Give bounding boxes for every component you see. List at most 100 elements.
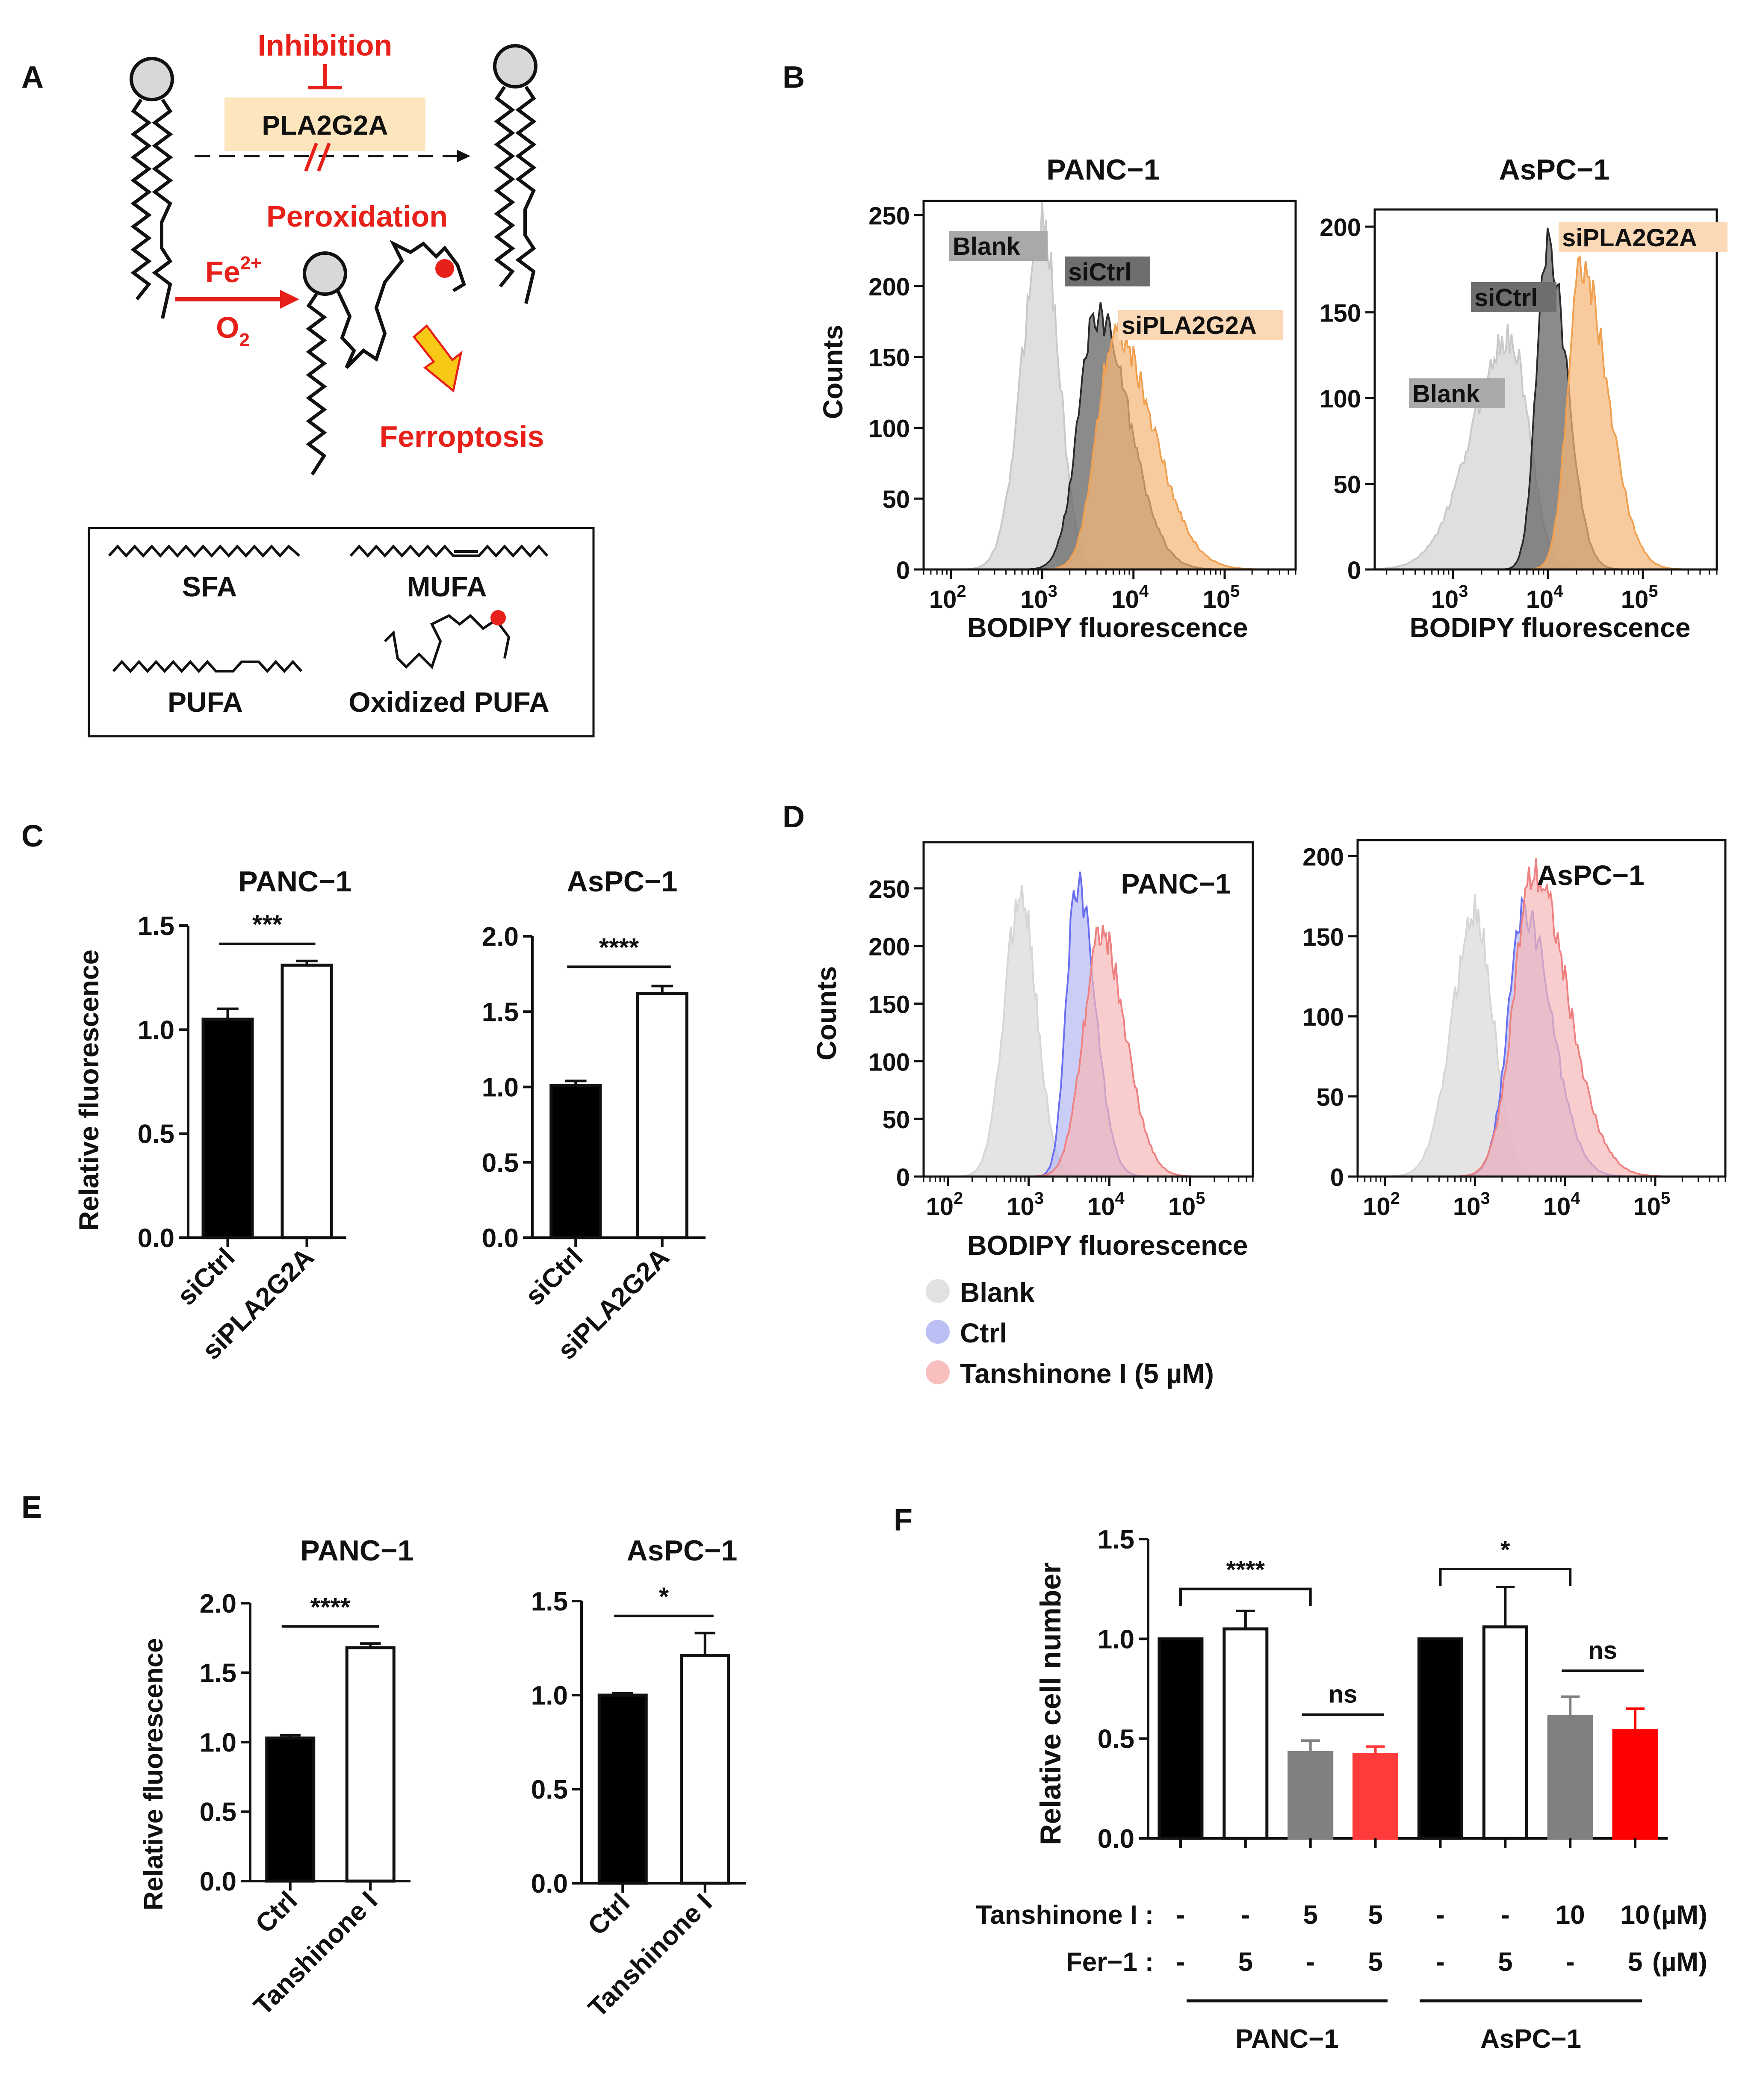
chart-d-xlabel: BODIPY fluorescence bbox=[967, 1230, 1248, 1261]
y-tick-label: 50 bbox=[882, 1106, 910, 1134]
chart-f-row1-label: Tanshinone I bbox=[976, 1900, 1137, 1930]
series-label-bg bbox=[1065, 257, 1150, 286]
row2-value: - bbox=[1176, 1947, 1185, 1977]
y-tick-label: 1.0 bbox=[138, 1015, 174, 1045]
significance-label: **** bbox=[310, 1593, 351, 1621]
row2-value: - bbox=[1566, 1947, 1575, 1977]
chart-c-aspc1-title: AsPC−1 bbox=[567, 865, 678, 898]
ferroptosis-arrow bbox=[412, 324, 463, 393]
plot-frame bbox=[922, 841, 1254, 1178]
x-tick-label: 102 bbox=[929, 582, 966, 613]
peroxidation-label: Peroxidation bbox=[266, 200, 448, 233]
y-tick-label: 0.0 bbox=[200, 1867, 236, 1896]
y-tick-label: 0.0 bbox=[531, 1869, 568, 1899]
series-label-sipla2g2a: siPLA2G2A bbox=[1562, 224, 1697, 252]
y-tick-label: 1.0 bbox=[531, 1681, 568, 1711]
bar-6 bbox=[1547, 1715, 1593, 1840]
y-tick-label: 1.5 bbox=[1098, 1525, 1134, 1554]
significance-label: **** bbox=[1226, 1556, 1265, 1584]
y-tick-label: 150 bbox=[1302, 923, 1344, 951]
x-tick-label: 103 bbox=[1020, 582, 1057, 613]
y-tick-label: 1.0 bbox=[200, 1728, 236, 1758]
significance-label: ns bbox=[1588, 1637, 1617, 1664]
y-tick-label: 200 bbox=[1320, 214, 1361, 242]
chart-e-aspc1-title: AsPC−1 bbox=[627, 1534, 738, 1567]
row1-value: - bbox=[1176, 1900, 1185, 1930]
chart-f-rows: - - 5 5 - - 10 10 - 5 - 5 - 5 - 5 (µM) (µM) bbox=[1176, 1900, 1707, 1977]
y-tick-label: 100 bbox=[868, 415, 910, 442]
y-tick-label: 2.0 bbox=[200, 1589, 236, 1619]
legend-ctrl: Ctrl bbox=[960, 1318, 1007, 1348]
row1-value: 5 bbox=[1303, 1900, 1317, 1930]
chart-d-panc1-plot: 0 50 100 150 200 250 102 103 104 105 bbox=[868, 841, 1254, 1221]
o2-label: O2 bbox=[216, 311, 250, 351]
chart-f-ylabel: Relative cell number bbox=[1034, 1562, 1067, 1845]
chart-b-panc1-plot: 0 50 100 150 200 250 102 103 104 105 Blank siCtrl si… bbox=[868, 200, 1297, 613]
bar-1 bbox=[1223, 1627, 1269, 1840]
legend-mufa: MUFA bbox=[407, 571, 487, 602]
group-label-aspc1: AsPC−1 bbox=[1480, 2024, 1581, 2054]
row1-value: - bbox=[1436, 1900, 1445, 1930]
row1-value: 10 bbox=[1621, 1900, 1650, 1930]
x-tick-label: 105 bbox=[1621, 582, 1658, 613]
series-label-sictrl: siCtrl bbox=[1068, 258, 1131, 286]
y-tick-label: 50 bbox=[1316, 1084, 1344, 1112]
chart-b-panc1: PANC−1 0 50 100 150 200 250 102 103 104 105 Blank s… bbox=[818, 153, 1297, 643]
y-tick-label: 0.5 bbox=[200, 1798, 236, 1827]
row2-value: - bbox=[1306, 1947, 1315, 1977]
bar-tanshinone-i bbox=[680, 1654, 730, 1885]
row1-value: 10 bbox=[1556, 1900, 1585, 1930]
lipid-tail-right-1 bbox=[494, 86, 515, 288]
legend-dot-blank bbox=[926, 1279, 950, 1303]
y-tick-label: 250 bbox=[868, 202, 910, 230]
significance-label: *** bbox=[252, 910, 283, 939]
x-tick-label: 105 bbox=[1203, 582, 1240, 613]
significance-label: ns bbox=[1329, 1681, 1358, 1708]
y-tick-label: 250 bbox=[868, 876, 910, 903]
y-tick-label: 0 bbox=[896, 557, 910, 584]
row1-unit: (µM) bbox=[1652, 1900, 1707, 1930]
plot-frame bbox=[1373, 208, 1718, 571]
chart-b-aspc1: AsPC−1 0 50 100 150 200 103 104 105 Blank siCtrl s… bbox=[1320, 153, 1727, 643]
legend-sfa: SFA bbox=[182, 571, 237, 602]
y-tick-label: 0 bbox=[1330, 1164, 1344, 1192]
panel-letter-d: D bbox=[783, 800, 805, 834]
panel-letter-a: A bbox=[21, 60, 44, 94]
chart-b-aspc1-title: AsPC−1 bbox=[1499, 153, 1610, 186]
legend-blank: Blank bbox=[960, 1277, 1035, 1308]
y-tick-label: 2.0 bbox=[482, 922, 519, 952]
chart-f-row2-label: Fer−1 bbox=[1066, 1947, 1137, 1977]
y-tick-label: 1.0 bbox=[1098, 1625, 1134, 1654]
bar-sipla2g2a bbox=[636, 992, 688, 1239]
chart-f-row1-colon: : bbox=[1145, 1900, 1154, 1930]
y-tick-label: 200 bbox=[868, 933, 910, 961]
bar-5 bbox=[1482, 1625, 1528, 1840]
bar-7 bbox=[1612, 1729, 1658, 1840]
chart-b-panc1-ylabel: Counts bbox=[818, 325, 848, 419]
row2-value: 5 bbox=[1368, 1947, 1382, 1977]
chart-d-aspc1: 0 50 100 150 200 102 103 104 105 AsPC−1 bbox=[1302, 839, 1727, 1221]
y-tick-label: 0.5 bbox=[1098, 1725, 1134, 1754]
chart-e-panc1-title: PANC−1 bbox=[300, 1534, 413, 1567]
significance-label: **** bbox=[599, 933, 639, 962]
lipid-tail-left-1 bbox=[130, 98, 152, 301]
row2-value: - bbox=[1436, 1947, 1445, 1977]
group-label-panc1: PANC−1 bbox=[1235, 2024, 1339, 2054]
y-tick-label: 150 bbox=[868, 991, 910, 1019]
y-tick-label: 150 bbox=[868, 344, 910, 372]
y-tick-label: 100 bbox=[1320, 385, 1361, 413]
series-label-bg bbox=[949, 231, 1048, 261]
legend-tanshinone: Tanshinone I (5 µM) bbox=[960, 1358, 1214, 1389]
x-tick-label: 103 bbox=[1453, 1189, 1490, 1221]
chart-c-panc1-ylabel: Relative fluorescence bbox=[74, 950, 104, 1231]
row1-value: - bbox=[1241, 1900, 1250, 1930]
chart-d-panc1-ylabel: Counts bbox=[811, 966, 842, 1060]
bar-ctrl bbox=[265, 1736, 316, 1883]
series-label-sipla2g2a: siPLA2G2A bbox=[1122, 312, 1257, 339]
y-tick-label: 200 bbox=[1302, 843, 1344, 871]
bar-sictrl bbox=[201, 1018, 254, 1239]
x-tick-label: 103 bbox=[1007, 1189, 1044, 1221]
x-tick-label: 104 bbox=[1111, 582, 1149, 613]
